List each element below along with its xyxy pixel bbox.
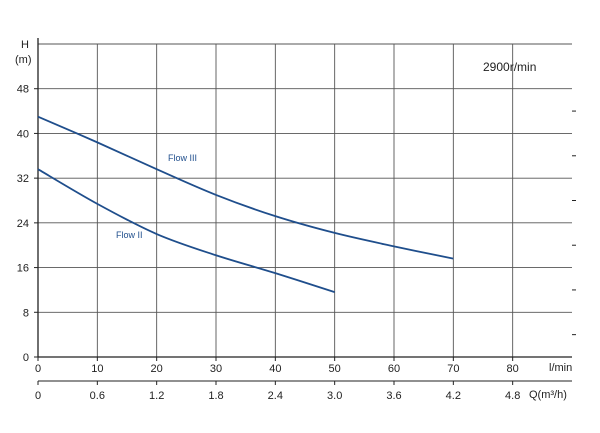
x-tick-label-primary: 60 <box>388 363 400 375</box>
y-tick-label: 40 <box>17 128 29 140</box>
x-tick-label-primary: 20 <box>151 363 163 375</box>
grid <box>38 43 572 357</box>
x-tick-label-primary: 0 <box>35 363 41 375</box>
x-tick-label-secondary: 4.8 <box>505 390 520 402</box>
axes <box>34 38 576 385</box>
series-label-flow-iii: Flow III <box>168 153 197 163</box>
x-tick-label-secondary: 0.6 <box>90 390 105 402</box>
series-label-flow-ii: Flow II <box>116 230 143 240</box>
x-tick-label-secondary: 3.0 <box>327 390 342 402</box>
y-tick-label: 8 <box>23 307 29 319</box>
x-tick-label-primary: 70 <box>447 363 459 375</box>
x-tick-label-primary: 40 <box>269 363 281 375</box>
y-axis-unit: (m) <box>15 54 32 66</box>
tick-labels: 0 8 16 24 32 40 48 0 10 20 30 40 50 60 70 80 0 0.6 1.2 1.8 2… <box>17 84 521 402</box>
y-tick-label: 32 <box>17 173 29 185</box>
x-axis-label-primary: l/min <box>549 362 572 374</box>
y-tick-label: 0 <box>23 352 29 364</box>
speed-label: 2900r/min <box>483 60 536 74</box>
y-tick-label: 16 <box>17 263 29 275</box>
x-tick-label-secondary: 3.6 <box>386 390 401 402</box>
x-tick-label-secondary: 2.4 <box>268 390 283 402</box>
x-tick-label-primary: 10 <box>91 363 103 375</box>
x-tick-label-primary: 50 <box>329 363 341 375</box>
x-tick-label-secondary: 0 <box>35 390 41 402</box>
x-tick-label-primary: 30 <box>210 363 222 375</box>
x-tick-label-secondary: 1.8 <box>208 390 223 402</box>
x-tick-label-secondary: 1.2 <box>149 390 164 402</box>
x-axis-label-secondary: Q(m³/h) <box>529 389 567 401</box>
y-tick-label: 24 <box>17 218 29 230</box>
y-axis-label: H <box>21 39 29 51</box>
x-tick-label-primary: 80 <box>507 363 519 375</box>
series-line-flow-iii <box>37 115 454 260</box>
series-lines <box>37 115 454 294</box>
x-tick-label-secondary: 4.2 <box>446 390 461 402</box>
y-tick-label: 48 <box>17 84 29 96</box>
series-line-flow-ii <box>37 168 335 294</box>
